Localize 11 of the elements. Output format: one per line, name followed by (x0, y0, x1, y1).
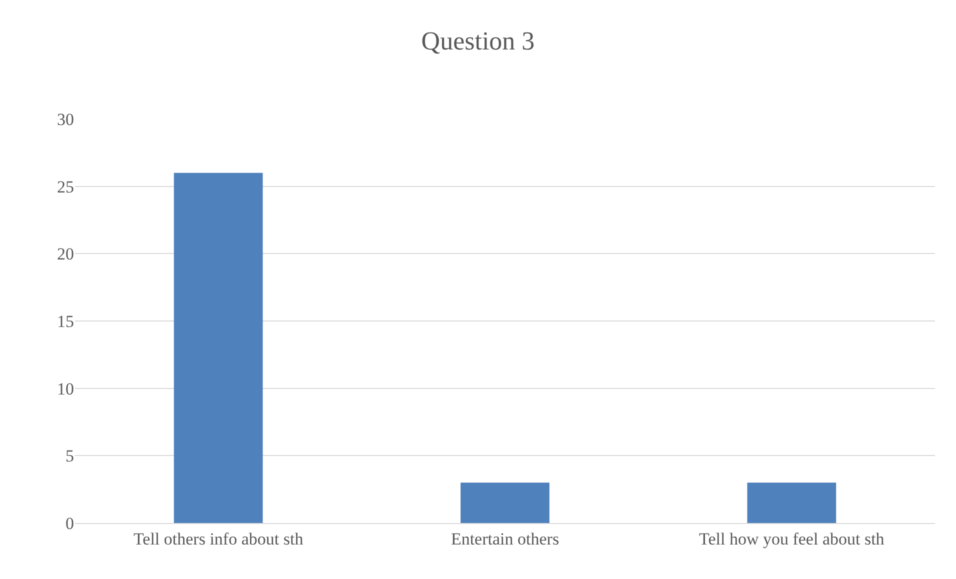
y-tick-label: 10 (57, 379, 74, 398)
y-tick-label: 0 (66, 514, 74, 533)
y-tick-label: 5 (66, 446, 74, 466)
x-tick-label: Tell how you feel about sth (699, 529, 885, 548)
x-tick-label: Entertain others (450, 529, 560, 548)
y-tick-label: 25 (57, 177, 74, 196)
x-tick-label: Tell others info about sth (133, 529, 304, 548)
chart-title: Question 3 (421, 26, 535, 56)
y-tick-label: 15 (57, 312, 74, 331)
y-tick-label: 20 (57, 244, 74, 264)
y-tick-label: 30 (57, 110, 74, 129)
